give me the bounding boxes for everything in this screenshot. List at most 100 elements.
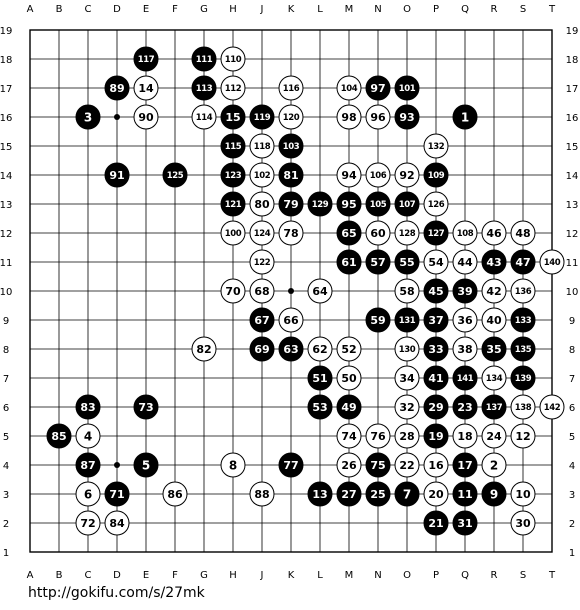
move-number: 28	[399, 430, 414, 443]
stone-disc	[133, 394, 159, 420]
move-number: 91	[109, 169, 124, 182]
stone-disc	[452, 278, 478, 304]
move-number: 22	[399, 459, 414, 472]
move-number: 108	[457, 229, 474, 239]
stone-disc	[336, 220, 362, 246]
stone-disc	[394, 278, 420, 304]
white-stone: 6	[75, 481, 101, 507]
white-stone: 132	[423, 133, 449, 159]
move-number: 34	[399, 372, 415, 385]
white-stone: 2	[481, 452, 507, 478]
stone-disc	[481, 307, 507, 333]
move-number: 113	[196, 84, 213, 94]
white-stone: 134	[481, 365, 507, 391]
stone-disc	[75, 104, 101, 130]
stone-disc	[510, 365, 536, 391]
white-stone: 8	[220, 452, 246, 478]
stone-disc	[394, 75, 420, 101]
move-number: 5	[142, 458, 150, 472]
row-label: 4	[569, 461, 575, 472]
move-number: 141	[457, 374, 474, 384]
move-number: 75	[370, 459, 385, 472]
move-number: 2	[490, 458, 498, 472]
move-number: 84	[109, 517, 125, 530]
stone-disc	[104, 510, 130, 536]
stone-disc	[365, 481, 391, 507]
move-number: 118	[254, 142, 271, 152]
white-stone: 64	[307, 278, 333, 304]
stone-disc	[249, 162, 275, 188]
row-label: 8	[569, 345, 575, 356]
stone-disc	[336, 162, 362, 188]
stone-disc	[394, 365, 420, 391]
move-number: 21	[428, 517, 443, 530]
move-number: 7	[403, 487, 411, 501]
column-label: M	[345, 4, 354, 15]
white-stone: 10	[510, 481, 536, 507]
white-stone: 138	[510, 394, 536, 420]
stone-disc	[336, 481, 362, 507]
move-number: 79	[283, 198, 298, 211]
stone-disc	[365, 452, 391, 478]
white-stone: 84	[104, 510, 130, 536]
stone-disc	[336, 423, 362, 449]
black-stone: 45	[423, 278, 449, 304]
black-stone: 39	[452, 278, 478, 304]
move-number: 19	[428, 430, 443, 443]
row-label: 2	[569, 519, 575, 530]
move-number: 87	[80, 459, 95, 472]
stone-disc	[75, 423, 101, 449]
white-stone: 128	[394, 220, 420, 246]
black-stone: 43	[481, 249, 507, 275]
white-stone: 34	[394, 365, 420, 391]
column-label: H	[229, 570, 237, 580]
stone-disc	[307, 365, 333, 391]
star-points	[114, 114, 294, 468]
stone-disc	[423, 307, 449, 333]
black-stone: 81	[278, 162, 304, 188]
stone-disc	[220, 278, 246, 304]
black-stone: 37	[423, 307, 449, 333]
move-number: 17	[457, 459, 472, 472]
row-label: 6	[3, 403, 9, 414]
move-number: 71	[109, 488, 124, 501]
column-label: D	[113, 4, 121, 15]
stone-disc	[394, 307, 420, 333]
stone-disc	[423, 133, 449, 159]
source-url[interactable]: http://gokifu.com/s/27mk	[28, 585, 205, 601]
go-board: AABBCCDDEEFFGGHHJJKKLLMMNNOOPPQQRRSSTT19…	[0, 4, 579, 580]
stone-disc	[481, 394, 507, 420]
column-label: P	[433, 570, 439, 580]
row-label: 16	[566, 113, 579, 124]
black-stone: 65	[336, 220, 362, 246]
stone-disc	[220, 46, 246, 72]
column-label: K	[288, 4, 295, 15]
white-stone: 4	[75, 423, 101, 449]
black-stone: 51	[307, 365, 333, 391]
white-stone: 40	[481, 307, 507, 333]
row-label: 12	[566, 229, 579, 240]
stone-disc	[423, 510, 449, 536]
move-number: 35	[486, 343, 501, 356]
white-stone: 110	[220, 46, 246, 72]
move-number: 93	[399, 111, 414, 124]
row-label: 3	[569, 490, 575, 501]
move-number: 137	[486, 403, 503, 413]
stone-disc	[75, 452, 101, 478]
column-label: A	[27, 570, 34, 580]
move-number: 94	[341, 169, 357, 182]
black-stone: 15	[220, 104, 246, 130]
stone-disc	[249, 278, 275, 304]
row-label: 3	[3, 490, 9, 501]
move-number: 80	[254, 198, 270, 211]
black-stone: 79	[278, 191, 304, 217]
white-stone: 102	[249, 162, 275, 188]
white-stone: 54	[423, 249, 449, 275]
move-number: 46	[486, 227, 502, 240]
move-number: 126	[428, 200, 445, 210]
stone-disc	[75, 394, 101, 420]
move-number: 73	[138, 401, 153, 414]
stone-disc	[191, 104, 217, 130]
move-number: 60	[370, 227, 386, 240]
move-number: 133	[515, 316, 532, 326]
